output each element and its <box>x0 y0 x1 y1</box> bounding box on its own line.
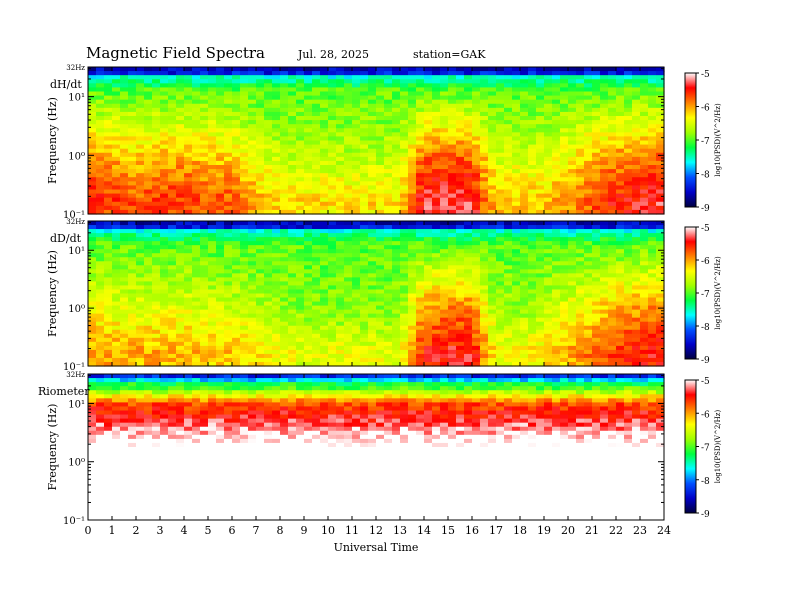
x-tick-label: 0 <box>85 524 92 537</box>
colorbar <box>685 73 696 207</box>
x-tick-label: 2 <box>133 524 140 537</box>
y-tick-label: 10⁰ <box>68 151 85 162</box>
spectra-figure: 10⁻¹ 10⁰ 10¹ 32Hz dH/dt Frequency (Hz) -5 -6 -7 -… <box>0 0 792 612</box>
x-tick-label: 6 <box>229 524 236 537</box>
colorbar-tick-label: -7 <box>701 290 710 300</box>
colorbar-label: log10(PSD)(V^2/Hz) <box>714 256 722 330</box>
x-tick-label: 21 <box>585 524 599 537</box>
heatmap-1 <box>88 221 665 367</box>
panel-2: 10⁻¹ 10⁰ 10¹ 32Hz Riometer Frequency (Hz) -5 -6… <box>38 371 722 554</box>
x-tick-label: 22 <box>609 524 623 537</box>
panel-label: dH/dt <box>50 78 82 91</box>
colorbar-tick-label: -5 <box>701 224 710 234</box>
x-tick-label: 10 <box>321 524 335 537</box>
colorbar-tick-label: -6 <box>701 257 710 267</box>
panel-label: Riometer <box>38 385 90 398</box>
x-tick-label: 13 <box>393 524 407 537</box>
colorbar-tick-label: -9 <box>701 510 710 520</box>
colorbar <box>685 227 696 359</box>
colorbar-tick-label: -8 <box>701 477 710 487</box>
heatmap-0 <box>88 67 665 215</box>
x-tick-label: 8 <box>277 524 284 537</box>
x-tick-label: 5 <box>205 524 212 537</box>
colorbar-label: log10(PSD)(V^2/Hz) <box>714 410 722 484</box>
y-axis-label: Frequency (Hz) <box>46 404 59 491</box>
x-tick-label: 19 <box>537 524 551 537</box>
x-tick-label: 3 <box>157 524 164 537</box>
colorbar-tick-label: -6 <box>701 410 710 420</box>
x-axis-label: Universal Time <box>334 541 419 554</box>
y-tick-label: 10¹ <box>68 93 85 104</box>
colorbar-tick-label: -9 <box>701 356 710 366</box>
x-tick-label: 7 <box>253 524 260 537</box>
colorbar-tick-label: -6 <box>701 104 710 114</box>
y-tick-label: 10¹ <box>68 246 85 257</box>
y-tick-label: 10⁰ <box>68 458 85 469</box>
x-tick-label: 18 <box>513 524 527 537</box>
x-tick-label: 11 <box>345 524 359 537</box>
x-tick-label: 12 <box>369 524 383 537</box>
x-tick-label: 16 <box>465 524 479 537</box>
y-tick-label: 10¹ <box>68 399 85 410</box>
x-tick-label: 14 <box>417 524 431 537</box>
x-tick-label: 20 <box>561 524 575 537</box>
colorbar-tick-label: -5 <box>701 70 710 80</box>
y-top-label: 32Hz <box>66 218 85 226</box>
colorbar-tick-label: -7 <box>701 444 710 454</box>
x-tick-label: 23 <box>633 524 647 537</box>
x-tick-label: 4 <box>181 524 188 537</box>
x-tick-label: 17 <box>489 524 503 537</box>
heatmap-2 <box>88 374 665 521</box>
x-tick-label: 1 <box>109 524 116 537</box>
colorbar-tick-label: -8 <box>701 323 710 333</box>
y-top-label: 32Hz <box>66 371 85 379</box>
colorbar-tick-label: -8 <box>701 171 710 181</box>
colorbar-tick-label: -9 <box>701 204 710 214</box>
colorbar <box>685 380 696 513</box>
y-axis-label: Frequency (Hz) <box>46 250 59 337</box>
y-tick-label: 10⁰ <box>68 304 85 315</box>
colorbar-tick-label: -5 <box>701 377 710 387</box>
y-tick-label: 10⁻¹ <box>63 516 85 527</box>
x-tick-label: 24 <box>657 524 671 537</box>
x-tick-label: 15 <box>441 524 455 537</box>
panel-label: dD/dt <box>50 232 82 245</box>
y-top-label: 32Hz <box>66 64 85 72</box>
colorbar-tick-label: -7 <box>701 137 710 147</box>
colorbar-label: log10(PSD)(V^2/Hz) <box>714 103 722 177</box>
x-tick-label: 9 <box>301 524 308 537</box>
y-axis-label: Frequency (Hz) <box>46 97 59 184</box>
